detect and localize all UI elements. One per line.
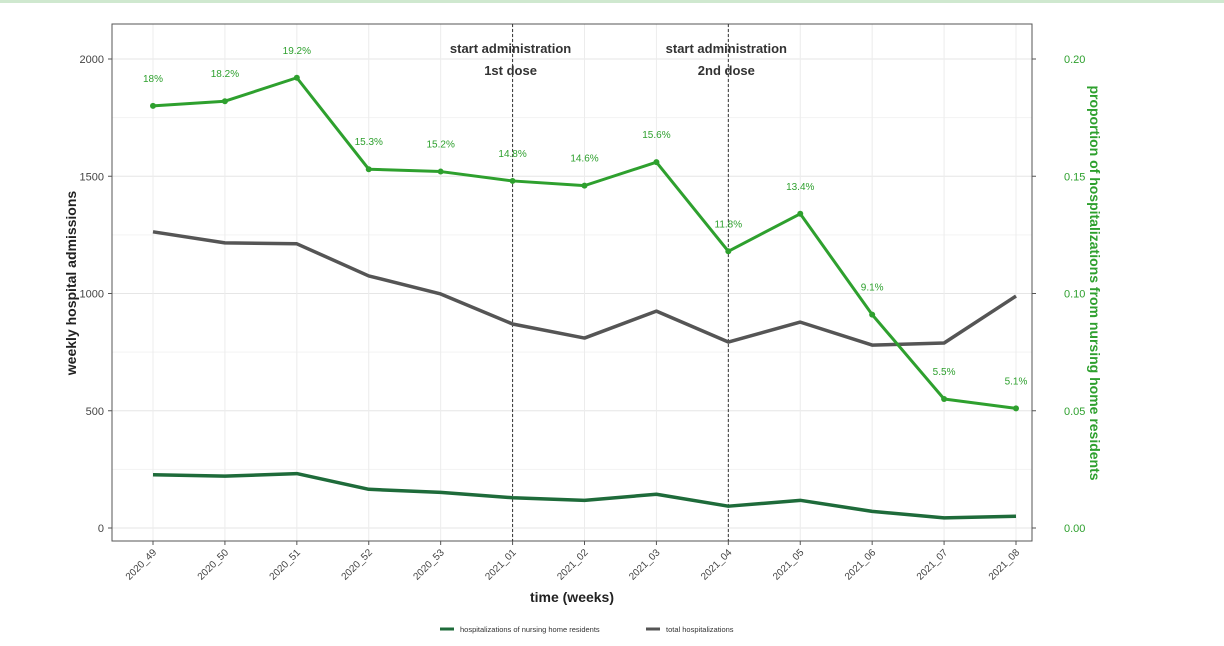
- data-label: 14.8%: [498, 149, 526, 160]
- y-tick-label: 500: [86, 406, 104, 418]
- y-tick-label: 2000: [80, 54, 104, 66]
- data-label: 5.5%: [933, 367, 956, 378]
- data-label: 15.6%: [642, 130, 670, 141]
- annotation-text: start administration: [666, 41, 787, 56]
- y2-tick-label: 0.00: [1064, 523, 1085, 535]
- data-label: 15.2%: [426, 140, 454, 151]
- data-label: 13.4%: [786, 182, 814, 193]
- x-axis-title: time (weeks): [530, 589, 614, 605]
- x-tick-label: 2021_07: [915, 547, 951, 583]
- data-point: [797, 210, 804, 217]
- y2-axis-title: proportion of hospitalizations from nurs…: [1087, 85, 1103, 480]
- y-tick-label: 1000: [80, 289, 104, 301]
- series-line-0: [152, 471, 1017, 520]
- data-label: 19.2%: [283, 46, 311, 57]
- data-point: [941, 396, 948, 403]
- x-tick-label: 2020_53: [411, 547, 447, 583]
- x-tick-label: 2021_06: [843, 547, 879, 583]
- data-point: [1013, 405, 1019, 412]
- x-tick-label: 2021_04: [699, 547, 735, 583]
- y2-tick-label: 0.10: [1064, 289, 1085, 301]
- data-label: 5.1%: [1005, 376, 1028, 387]
- annotation-text: start administration: [450, 41, 571, 56]
- data-point: [725, 248, 732, 255]
- x-tick-label: 2020_49: [124, 547, 160, 583]
- x-tick-label: 2020_52: [340, 547, 376, 583]
- y2-tick-label: 0.15: [1064, 171, 1085, 183]
- data-point: [509, 177, 516, 184]
- x-tick-label: 2021_05: [771, 547, 807, 583]
- y2-tick-label: 0.05: [1064, 406, 1085, 418]
- x-tick-label: 2021_01: [483, 547, 519, 583]
- data-point: [293, 74, 300, 81]
- data-point: [581, 182, 588, 189]
- data-label: 18%: [143, 74, 163, 85]
- top-border: [0, 0, 1224, 3]
- plot-panel: [111, 23, 1033, 542]
- series-line-1: [152, 230, 1017, 347]
- legend-label: total hospitalizations: [666, 625, 734, 634]
- data-point: [221, 98, 228, 105]
- annotation-text: 2nd dose: [698, 63, 755, 78]
- legend-label: hospitalizations of nursing home residen…: [460, 625, 600, 634]
- data-point: [150, 102, 156, 109]
- data-label: 15.3%: [355, 137, 383, 148]
- annotation-text: 1st dose: [484, 63, 537, 78]
- y-tick-label: 0: [98, 523, 104, 535]
- y-axis-title: weekly hospital admissions: [63, 191, 79, 377]
- data-point: [437, 168, 444, 175]
- x-tick-label: 2021_03: [627, 547, 663, 583]
- x-tick-label: 2020_51: [268, 547, 304, 583]
- x-tick-label: 2021_08: [987, 547, 1023, 583]
- x-tick-label: 2021_02: [555, 547, 591, 583]
- y-tick-label: 1500: [80, 171, 104, 183]
- data-label: 14.6%: [570, 154, 598, 165]
- data-point: [653, 159, 660, 166]
- data-point: [365, 166, 372, 173]
- data-point: [869, 311, 876, 318]
- y2-tick-label: 0.20: [1064, 54, 1085, 66]
- data-label: 9.1%: [861, 283, 884, 294]
- data-label: 11.8%: [715, 219, 743, 230]
- data-label: 18.2%: [211, 69, 239, 80]
- x-tick-label: 2020_50: [196, 547, 232, 583]
